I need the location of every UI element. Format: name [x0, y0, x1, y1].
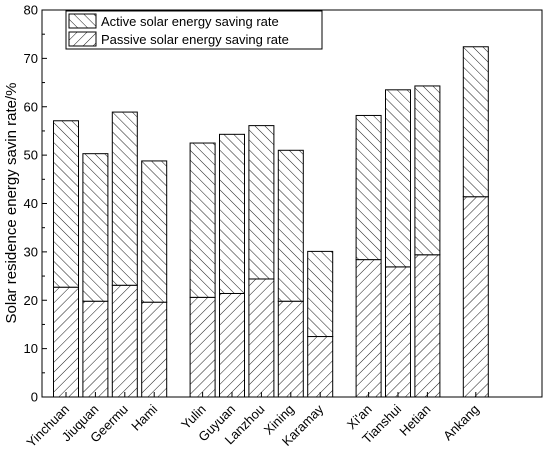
bar-passive-lanzhou	[248, 278, 275, 398]
bar-active-yulin	[189, 142, 216, 298]
bar-passive-yulin	[189, 296, 216, 398]
y-tick-label: 80	[24, 3, 38, 18]
bar-passive-xian	[355, 259, 382, 398]
bar-active-lanzhou	[248, 125, 275, 280]
y-tick-label: 70	[24, 51, 38, 66]
bars-layer	[53, 46, 489, 398]
x-tick-label-yinchuan: Yinchuan	[24, 402, 73, 451]
y-tick-label: 30	[24, 244, 38, 259]
x-tick-label-hami: Hami	[128, 401, 160, 433]
y-tick-label: 10	[24, 341, 38, 356]
legend-frame	[65, 10, 323, 50]
y-axis-title: Solar residence energy savin rate/%	[3, 83, 20, 324]
y-tick-label: 0	[31, 390, 38, 405]
bar-active-hami	[141, 160, 168, 303]
bar-active-ankang	[462, 46, 489, 198]
y-tick-label: 40	[24, 196, 38, 211]
bar-active-hetian	[414, 85, 441, 256]
y-axis: 0 10 20 30 40 50 60 70 80	[24, 3, 47, 405]
legend-swatch-passive	[68, 31, 97, 47]
bar-active-guyuan	[219, 133, 245, 294]
bar-active-xining	[277, 149, 304, 302]
bar-passive-hetian	[414, 254, 441, 398]
bar-active-xian	[355, 114, 382, 261]
bar-passive-jiuquan	[82, 300, 109, 398]
bar-active-yinchuan	[53, 120, 79, 288]
bar-passive-yinchuan	[53, 286, 79, 398]
bar-passive-hami	[141, 301, 168, 398]
y-tick-label: 60	[24, 99, 38, 114]
legend-label-active: Active solar energy saving rate	[101, 14, 279, 29]
x-tick-label-ankang: Ankang	[440, 402, 482, 444]
x-tick-label-hetian: Hetian	[396, 402, 433, 439]
bar-passive-karamay	[307, 336, 334, 398]
legend-swatch-active	[68, 13, 97, 29]
bar-passive-xining	[277, 300, 304, 398]
legend-label-passive: Passive solar energy saving rate	[101, 32, 289, 47]
bar-active-geermu	[111, 111, 138, 286]
bar-active-karamay	[307, 250, 334, 338]
legend: Active solar energy saving rate Passive …	[65, 10, 323, 50]
bar-passive-geermu	[111, 284, 138, 398]
y-tick-label: 50	[24, 148, 38, 163]
bar-passive-ankang	[462, 196, 489, 398]
bar-active-tianshui	[385, 89, 411, 268]
bar-passive-tianshui	[385, 266, 411, 398]
bar-passive-guyuan	[219, 292, 245, 398]
y-tick-label: 20	[24, 293, 38, 308]
bar-active-jiuquan	[82, 153, 109, 302]
